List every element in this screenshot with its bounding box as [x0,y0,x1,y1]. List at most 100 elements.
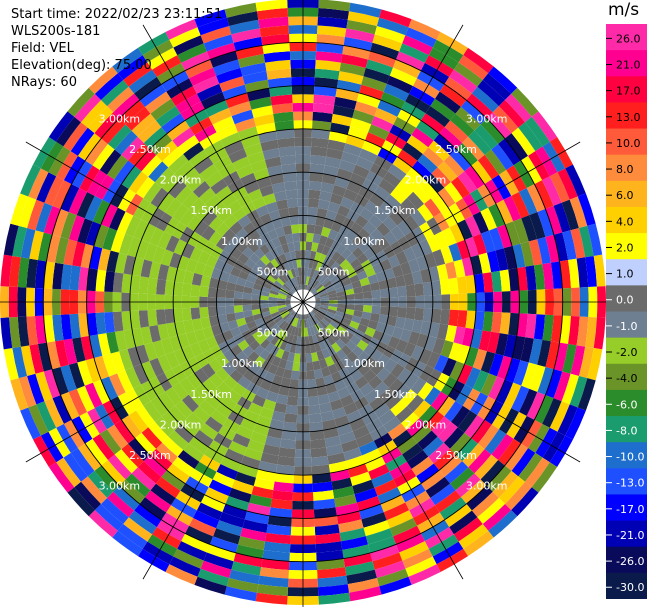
gate-cell [443,427,465,449]
gate-cell [365,528,393,545]
range-ring-label: 500m [257,265,289,278]
gate-cell [430,98,456,121]
gate-cell [340,196,355,210]
gate-cell [339,259,351,270]
gate-cell [318,290,328,296]
gate-cell [370,361,384,376]
gate-cell [518,188,538,216]
gate-cell [559,260,571,289]
gate-cell [392,525,421,545]
gate-cell [313,85,337,97]
gate-cell [477,497,506,525]
gate-cell [356,323,368,334]
gate-cell [222,361,236,376]
gate-cell [367,536,397,553]
gate-cell [465,274,476,294]
gate-cell [148,161,169,183]
gate-cell [112,530,143,557]
gate-cell [338,519,364,533]
gate-cell [192,406,211,424]
gate-cell [29,343,44,374]
gate-cell [180,167,200,186]
gate-cell [356,270,368,281]
gate-cell [137,461,162,484]
gate-cell [216,288,227,298]
gate-cell [357,363,371,377]
gate-cell [392,59,421,79]
gate-cell [282,172,297,183]
gate-cell [262,549,290,562]
gate-cell [350,335,362,346]
gate-cell [154,167,175,188]
gate-cell [562,230,577,261]
gate-cell [315,283,324,292]
gate-cell [165,351,180,369]
gate-cell [156,309,167,326]
gate-cell [329,193,344,206]
gate-cell [285,189,298,200]
gate-cell [337,386,351,399]
gate-cell [343,313,354,321]
gate-cell [318,358,328,369]
gate-cell [261,34,290,46]
gate-cell [341,151,359,165]
gate-cell [69,313,81,339]
gate-cell [444,401,463,422]
gate-cell [316,549,344,562]
gate-cell [275,265,285,276]
gate-cell [436,323,449,341]
gate-cell [342,544,371,559]
gate-cell [261,558,290,570]
gate-cell [382,372,398,388]
azimuth-spoke [142,301,304,580]
gate-cell [387,164,407,181]
gate-cell [397,220,412,236]
gate-cell [488,376,506,401]
gate-cell [230,326,242,338]
gate-cell [80,335,94,361]
gate-cell [125,367,142,389]
gate-cell [440,246,454,264]
gate-cell [307,327,312,337]
gate-cell [362,305,373,313]
gate-cell [36,401,57,432]
gate-cell [513,360,529,386]
gate-cell [289,378,299,389]
gate-cell [162,147,184,168]
gate-cell [472,211,489,234]
gate-cell [279,155,296,166]
gate-cell [202,210,218,226]
gate-cell [324,268,334,278]
gate-cell [274,473,294,484]
gate-cell [258,575,289,588]
gate-cell [414,283,425,297]
gate-cell [368,124,390,141]
gate-cell [94,112,120,139]
gate-cell [128,69,157,94]
gate-cell [68,188,88,216]
gate-cell [226,200,242,215]
gate-cell [557,404,578,436]
gate-cell [418,239,433,256]
gate-cell [200,494,226,513]
gate-cell [308,189,321,200]
azimuth-spoke [142,24,304,303]
gate-cell [282,283,291,292]
gate-cell [85,358,101,383]
gate-cell [313,314,322,323]
gate-cell [88,66,118,94]
gate-cell [319,306,329,312]
gate-cell [462,136,485,161]
gate-cell [339,62,366,77]
gate-cell [312,280,320,289]
colorbar-swatch [606,520,647,548]
gate-cell [307,198,320,208]
gate-cell [518,388,538,416]
gate-cell [457,364,473,385]
gate-cell [327,289,337,296]
gate-cell [337,205,351,218]
gate-cell [43,369,61,399]
gate-cell [387,254,400,268]
gate-cell [279,438,296,449]
gate-cell [340,536,368,550]
